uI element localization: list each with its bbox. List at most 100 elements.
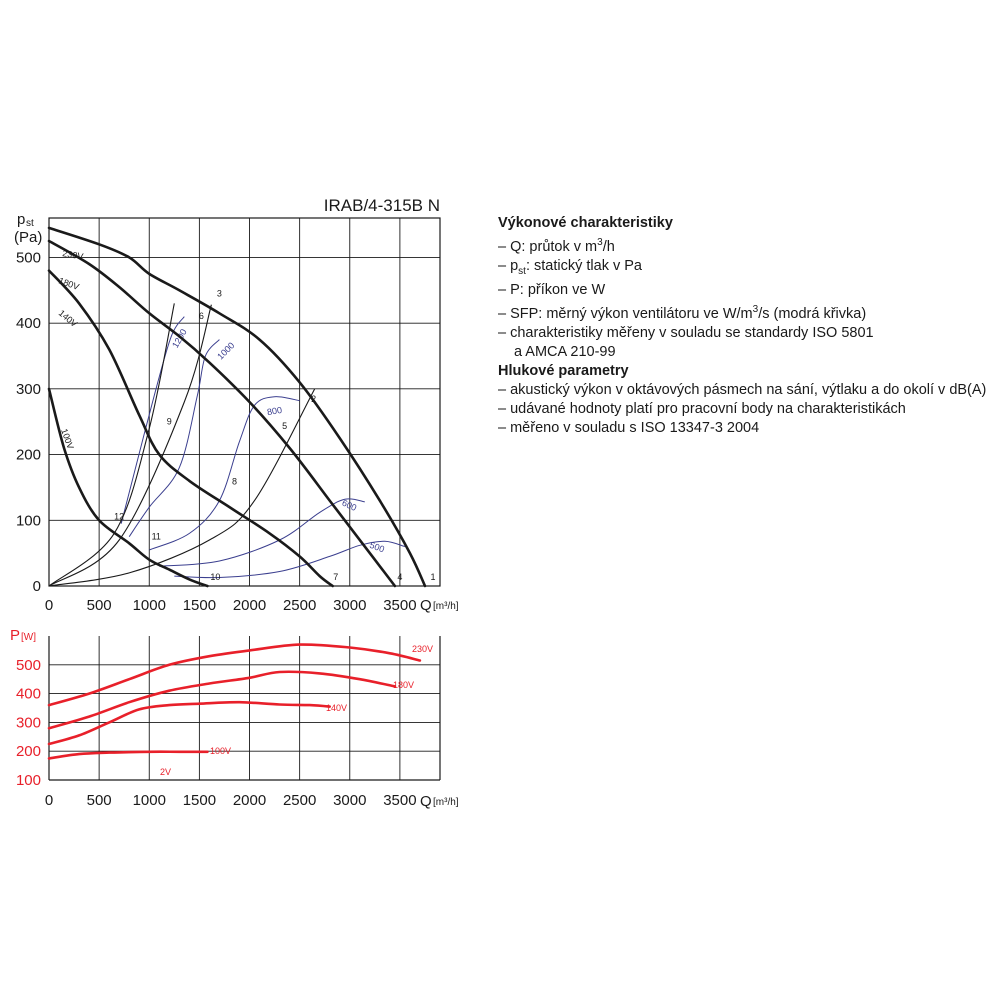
performance-item-superscript: 3 (752, 303, 759, 315)
fan-curve-180V (47, 239, 397, 588)
x-axis-label: Q (420, 597, 432, 614)
x-axis-unit: [m³/h] (433, 601, 459, 612)
y-tick-label: 300 (16, 381, 41, 398)
performance-item-subscript: st (518, 265, 526, 277)
performance-item-text: – Q: průtok v m (498, 238, 598, 255)
x-axis-label: Q (420, 793, 432, 810)
fan-curve-140V (47, 269, 334, 588)
power-chart: 0 500 1000 1500 2000 2500 3000 3500 100 200 300 400… (10, 627, 459, 810)
x-tick-label: 2000 (233, 597, 266, 614)
noise-item: – udávané hodnoty platí pro pracovní bod… (498, 400, 906, 417)
operating-point-9: 9 (167, 416, 172, 426)
operating-point-6: 6 (199, 311, 204, 321)
operating-point-7: 7 (333, 572, 338, 582)
y-tick-label: 500 (16, 657, 41, 674)
sfp-curve-600 (159, 498, 365, 567)
pressure-chart: 0 500 1000 1500 2000 2500 3000 3500010020030040… (14, 196, 459, 614)
y-tick-label: 100 (16, 512, 41, 529)
operating-point-12: 12 (114, 512, 124, 522)
power-curve-230V (47, 643, 422, 707)
performance-item-text: a AMCA 210-99 (514, 343, 616, 360)
plot-frame (48, 217, 441, 587)
performance-item-text: /h (602, 238, 615, 255)
y-tick-label: 200 (16, 743, 41, 760)
performance-item: – SFP: měrný výkon ventilátoru ve W/m3/s… (498, 300, 998, 324)
fan-curve-label-230V: 230V (62, 248, 84, 262)
x-tick-label: 1500 (183, 597, 216, 614)
x-tick-label: 1000 (133, 597, 166, 614)
power-curve-100V (47, 750, 209, 760)
x-tick-label: 3000 (333, 792, 366, 809)
chart-title: IRAB/4-315B N (324, 196, 440, 215)
fan-curve-label-140V: 140V (57, 308, 80, 329)
y-tick-label: 0 (33, 578, 41, 595)
x-tick-label: 1500 (183, 792, 216, 809)
fan-curve-230V (47, 226, 427, 588)
operating-point-10: 10 (210, 572, 220, 582)
performance-item-text: – SFP: měrný výkon ventilátoru ve W/m (498, 305, 753, 322)
operating-point-4: 4 (397, 572, 402, 582)
power-curve-label-180V: 180V (393, 680, 414, 690)
y-tick-label: 400 (16, 315, 41, 332)
operating-point-8: 8 (232, 477, 237, 487)
x-tick-label: 1000 (133, 792, 166, 809)
y-tick-label: 500 (16, 249, 41, 266)
y-axis-label: p (17, 211, 25, 228)
power-curve-label-140V: 140V (326, 703, 347, 713)
performance-item: – charakteristiky měřeny v souladu se st… (498, 324, 998, 343)
x-axis-unit: [m³/h] (433, 797, 459, 808)
x-tick-label: 3000 (333, 597, 366, 614)
performance-item-text: – charakteristiky měřeny v souladu se st… (498, 324, 874, 341)
noise-item: – akustický výkon v oktávových pásmech n… (498, 381, 987, 398)
y-tick-label: 300 (16, 714, 41, 731)
legend-panel: Výkonové charakteristiky – Q: průtok v m3… (498, 214, 998, 438)
x-tick-label: 500 (87, 792, 112, 809)
operating-point-2: 2 (311, 394, 316, 404)
y-axis-label: P (10, 627, 20, 644)
x-tick-label: 2000 (233, 792, 266, 809)
operating-point-1: 1 (430, 572, 435, 582)
sfp-label-500: 500 (368, 540, 386, 555)
performance-item: – pst: statický tlak v Pa (498, 257, 998, 281)
power-curve-label-100V: 100V (210, 746, 231, 756)
y-axis-unit: (Pa) (14, 229, 42, 246)
performance-item: – Q: průtok v m3/h (498, 233, 998, 257)
noise-item: – měřeno v souladu s ISO 13347-3 2004 (498, 419, 760, 436)
x-tick-label: 3500 (383, 792, 416, 809)
x-tick-label: 0 (45, 792, 53, 809)
y-tick-label: 200 (16, 447, 41, 464)
operating-point-11: 11 (152, 531, 161, 541)
sfp-curve-1000 (128, 339, 220, 537)
sfp-label-800: 800 (266, 405, 283, 417)
system-curve-2 (48, 304, 212, 587)
x-tick-label: 2500 (283, 597, 316, 614)
system-curve-3 (48, 303, 175, 587)
performance-item: a AMCA 210-99 (498, 343, 998, 362)
system-curve-1 (48, 388, 316, 587)
y-tick-label: 100 (16, 772, 41, 789)
noise-heading: Hlukové parametry (498, 362, 629, 379)
sfp-label-1000: 1000 (215, 340, 236, 361)
performance-item-superscript: 3 (597, 237, 603, 248)
power-curve-140V (47, 700, 331, 746)
sfp-curve-500 (174, 540, 406, 579)
performance-heading: Výkonové charakteristiky (498, 215, 673, 231)
operating-point-3: 3 (217, 289, 222, 299)
performance-item: – P: příkon ve W (498, 281, 998, 300)
x-tick-label: 3500 (383, 597, 416, 614)
x-tick-label: 2500 (283, 792, 316, 809)
power-curve-label-230V: 230V (412, 644, 433, 654)
fan-curve-100V (47, 387, 209, 588)
performance-item-text: – p (498, 257, 519, 274)
performance-item-text: – P: příkon ve W (498, 281, 606, 298)
power-annotation: 2V (160, 767, 171, 777)
performance-item-text: : statický tlak v Pa (525, 257, 642, 274)
sfp-curve-800 (149, 396, 300, 551)
y-tick-label: 400 (16, 686, 41, 703)
y-axis-unit: [W] (21, 632, 36, 643)
x-tick-label: 500 (87, 597, 112, 614)
y-axis-label-subscript: st (26, 218, 34, 229)
operating-point-5: 5 (282, 421, 287, 431)
power-curve-180V (47, 670, 397, 730)
performance-item-text: /s (modrá křivka) (758, 305, 867, 322)
